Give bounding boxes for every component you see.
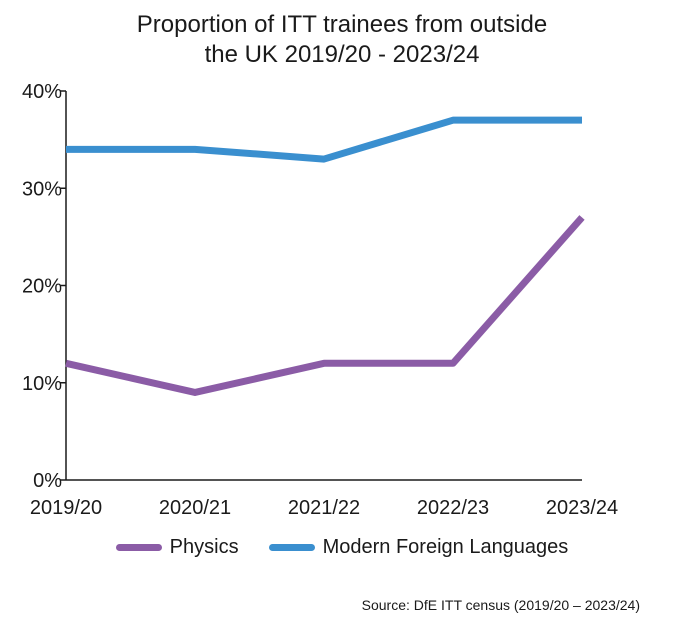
chart-title: Proportion of ITT trainees from outside … — [0, 10, 684, 70]
x-tick-label: 2022/23 — [417, 497, 489, 519]
chart-legend: Physics Modern Foreign Languages — [0, 536, 684, 559]
y-tick-label: 40% — [22, 81, 62, 103]
series-line-physics — [65, 215, 585, 396]
legend-item-physics: Physics — [115, 536, 239, 559]
chart-title-line-1: Proportion of ITT trainees from outside — [136, 11, 548, 38]
y-tick-label: 10% — [22, 373, 62, 395]
chart-tick-labels: 0% 10% 20% 30% 40% 2019/20 2020/21 2021/22 2022/… — [22, 81, 618, 519]
chart-series — [65, 116, 585, 396]
y-tick-label: 20% — [22, 276, 62, 298]
x-tick-label: 2023/24 — [546, 497, 618, 519]
x-tick-label: 2020/21 — [159, 497, 231, 519]
x-tick-label: 2019/20 — [30, 497, 102, 519]
legend-label-physics: Physics — [169, 536, 239, 558]
legend-label-mfl: Modern Foreign Languages — [322, 536, 569, 558]
legend-item-mfl: Modern Foreign Languages — [268, 536, 569, 559]
chart-axes — [60, 90, 582, 481]
y-tick-label: 30% — [22, 178, 62, 200]
x-tick-label: 2021/22 — [288, 497, 360, 519]
series-line-modern-foreign-languages — [66, 116, 582, 163]
legend-swatch-mfl — [268, 544, 315, 551]
chart-title-line-2: the UK 2019/20 - 2023/24 — [204, 41, 480, 68]
legend-swatch-physics — [115, 544, 162, 551]
y-tick-label: 0% — [33, 470, 62, 492]
source-note: Source: DfE ITT census (2019/20 – 2023/2… — [361, 597, 640, 613]
